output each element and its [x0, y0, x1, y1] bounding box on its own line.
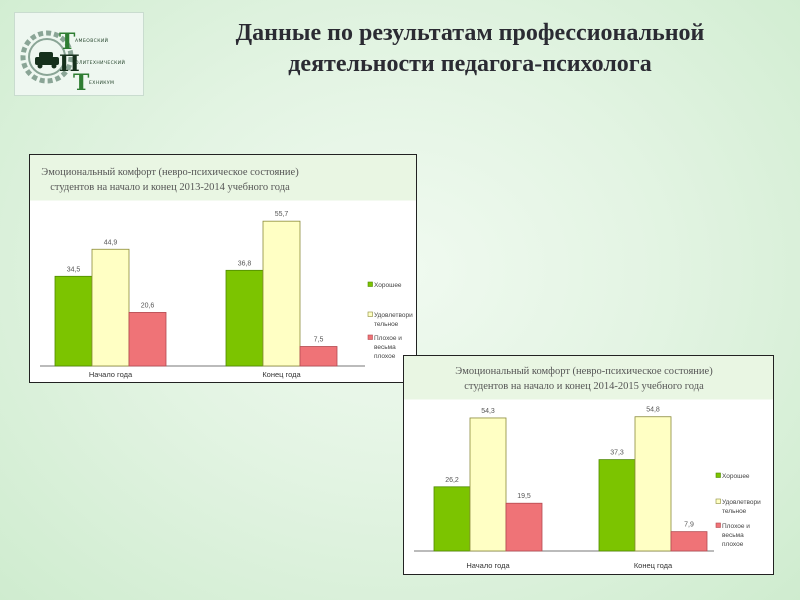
legend-label: Хорошее — [374, 282, 402, 289]
legend-label: Плохое и — [722, 523, 750, 530]
data-label: 36,8 — [238, 260, 252, 267]
bar-1-1 — [433, 486, 471, 552]
legend-swatch — [367, 334, 373, 340]
logo-letter-t1: Т — [59, 29, 76, 55]
data-label: 26,2 — [445, 477, 459, 484]
chart-title-line-2: студентов на начало и конец 2014-2015 уч… — [464, 381, 704, 392]
chart-2013-2014: Эмоциональный комфорт (невро-психическое… — [29, 154, 417, 383]
legend-label: тельное — [374, 321, 399, 328]
legend-swatch — [715, 498, 721, 504]
data-label: 54,3 — [481, 408, 495, 415]
legend-swatch — [715, 472, 721, 478]
bar-2-2 — [634, 416, 672, 552]
bar-1-2 — [225, 269, 264, 367]
bar-3-2 — [670, 531, 708, 552]
legend-label: Удовлетвори — [722, 499, 761, 506]
bar-2-2 — [262, 220, 301, 367]
chart-2014-2015-svg: Эмоциональный комфорт (невро-психическое… — [414, 366, 761, 570]
category-label: Начало года — [466, 561, 510, 570]
data-label: 7,5 — [314, 337, 324, 344]
chart-title-line-1: Эмоциональный комфорт (невро-психическое… — [455, 366, 713, 377]
legend-label: Удовлетвори — [374, 312, 413, 319]
data-label: 20,6 — [141, 302, 155, 309]
logo-letter-p: П — [59, 51, 80, 77]
legend-label: плохое — [374, 353, 396, 360]
logo-emblem: Т П Т — [20, 29, 90, 95]
data-label: 55,7 — [275, 211, 289, 218]
chart-title-line-1: Эмоциональный комфорт (невро-психическое… — [41, 167, 299, 178]
data-label: 37,3 — [610, 450, 624, 457]
logo-line-3: ЕХНИКУМ — [89, 81, 115, 86]
legend-label: весьма — [374, 344, 396, 351]
bar-3-1 — [505, 502, 543, 552]
chart-2014-2015: Эмоциональный комфорт (невро-психическое… — [403, 355, 774, 575]
legend-swatch — [715, 522, 721, 528]
chart-2013-2014-svg: Эмоциональный комфорт (невро-психическое… — [40, 167, 413, 379]
category-label: Конец года — [262, 370, 301, 379]
logo-line-1: АМБОВСКИЙ — [75, 39, 109, 44]
logo-letter-t2: Т — [73, 70, 90, 95]
legend-label: плохое — [722, 541, 744, 548]
chart-title-line-2: студентов на начало и конец 2013-2014 уч… — [50, 182, 290, 193]
bar-3-2 — [299, 346, 338, 367]
bar-2-1 — [469, 417, 507, 552]
legend-label: Плохое и — [374, 335, 402, 342]
bar-1-1 — [54, 275, 93, 367]
bar-3-1 — [128, 312, 167, 367]
data-label: 7,9 — [684, 522, 694, 529]
category-label: Конец года — [634, 561, 673, 570]
bar-2-1 — [91, 248, 130, 367]
legend-label: весьма — [722, 532, 744, 539]
bar-1-2 — [598, 459, 636, 552]
legend-label: тельное — [722, 508, 747, 515]
data-label: 54,8 — [646, 407, 660, 414]
slide-title-line-2: деятельности педагога-психолога — [288, 51, 652, 77]
legend-swatch — [367, 311, 373, 317]
data-label: 44,9 — [104, 239, 118, 246]
college-logo: Т П Т АМБОВСКИЙ ОЛИТЕХНИЧЕСКИЙ ЕХНИКУМ — [14, 12, 144, 96]
category-label: Начало года — [89, 370, 133, 379]
data-label: 19,5 — [517, 493, 531, 500]
legend-label: Хорошее — [722, 473, 750, 480]
slide-title: Данные по результатам профессиональной д… — [150, 18, 790, 80]
slide-title-line-1: Данные по результатам профессиональной — [235, 20, 705, 46]
legend-swatch — [367, 281, 373, 287]
data-label: 34,5 — [67, 266, 81, 273]
logo-line-2: ОЛИТЕХНИЧЕСКИЙ — [75, 61, 126, 66]
